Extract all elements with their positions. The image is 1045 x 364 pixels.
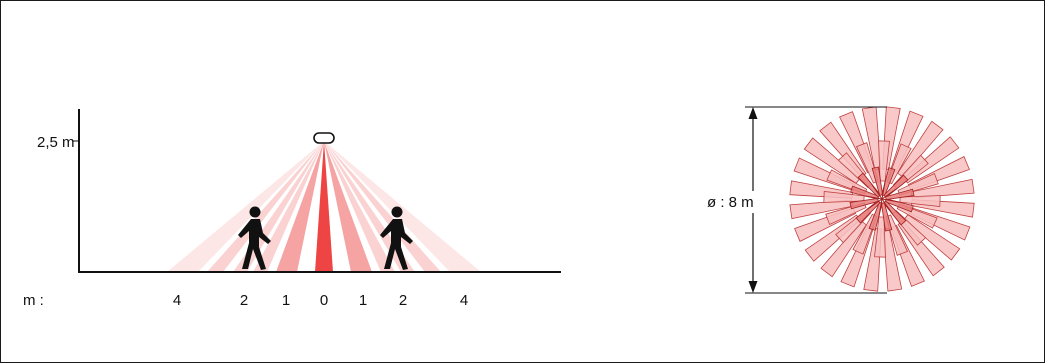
distance-tick-label: 4: [173, 292, 181, 309]
distance-tick-labels: 4 2 1 0 1 2 4: [173, 292, 468, 309]
detection-zone: [276, 141, 324, 272]
motion-sensor-icon: [313, 132, 335, 144]
dimension-arrow-down-icon: [748, 281, 758, 293]
hub-ray: [871, 184, 883, 200]
detection-zone: [324, 141, 481, 272]
detection-petal: [899, 195, 941, 207]
detection-petal: [849, 197, 879, 210]
distance-tick-label: 2: [399, 292, 407, 309]
diameter-label-bg: [701, 191, 781, 213]
detection-petal: [825, 202, 867, 226]
hub-ray: [881, 181, 886, 200]
detection-petal: [855, 142, 879, 184]
hub-ray: [878, 198, 883, 217]
dimension-arrow-up-icon: [748, 107, 758, 119]
detection-zone: [167, 141, 324, 272]
detection-petal: [803, 137, 861, 184]
detection-petal: [897, 120, 944, 178]
detection-petal: [878, 140, 890, 182]
distance-tick-label: 2: [240, 292, 248, 309]
hub-ray: [867, 198, 883, 210]
top-view: ø : 8 m: [701, 106, 975, 294]
detection-petal: [823, 191, 865, 203]
detection-zone: [324, 141, 372, 272]
distance-tick-label: 4: [460, 292, 468, 309]
detection-petal: [857, 172, 881, 198]
hub-ray: [881, 198, 893, 214]
hub-ray: [864, 195, 883, 200]
height-label: 2,5 m: [37, 134, 75, 151]
hub-ray: [881, 188, 897, 200]
detection-zone: [324, 141, 395, 272]
detection-petal: [874, 216, 886, 258]
detection-petal: [871, 166, 884, 196]
detection-zone: [207, 141, 324, 272]
detection-petal: [880, 202, 893, 232]
detection-cone: [167, 141, 481, 272]
distance-tick-label: 0: [320, 292, 328, 309]
detection-petal: [883, 174, 909, 198]
detection-petal: [883, 200, 907, 226]
detection-petal: [903, 214, 961, 261]
walking-person-icon-right: [380, 206, 413, 270]
detection-zone: [324, 141, 441, 272]
side-view: 2,5 m m : 4 2 1 0 1 2 4: [23, 109, 561, 309]
detection-petal: [820, 220, 867, 278]
detection-pattern-top: [789, 106, 975, 292]
axis-unit-label: m :: [23, 292, 44, 309]
walking-person-icon-left: [238, 206, 271, 270]
distance-tick-label: 1: [359, 292, 367, 309]
detection-zone: [315, 141, 333, 272]
detection-petal: [885, 188, 915, 201]
hub-ray: [881, 198, 900, 203]
detection-petal: [897, 172, 939, 196]
diameter-label: ø : 8 m: [707, 194, 754, 211]
detection-petal: [855, 200, 881, 224]
detection-petal: [885, 214, 909, 256]
detection-zone: [253, 141, 324, 272]
distance-tick-label: 1: [282, 292, 290, 309]
